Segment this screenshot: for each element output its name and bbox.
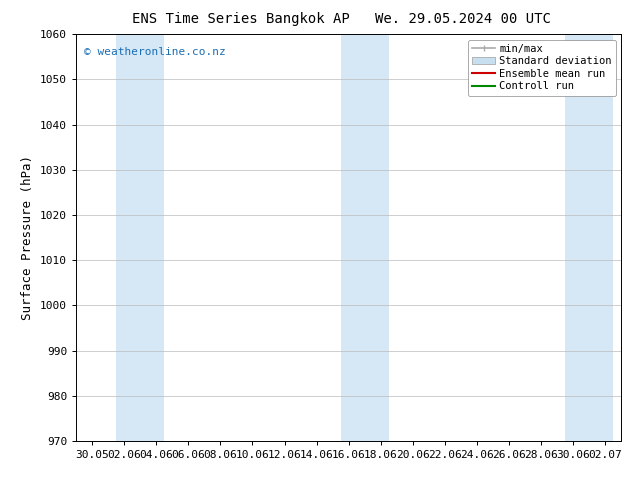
Bar bbox=[565, 34, 613, 441]
Bar bbox=[340, 34, 389, 441]
Text: We. 29.05.2024 00 UTC: We. 29.05.2024 00 UTC bbox=[375, 12, 551, 26]
Text: ENS Time Series Bangkok AP: ENS Time Series Bangkok AP bbox=[132, 12, 350, 26]
Text: © weatheronline.co.nz: © weatheronline.co.nz bbox=[84, 47, 226, 56]
Bar bbox=[116, 34, 164, 441]
Legend: min/max, Standard deviation, Ensemble mean run, Controll run: min/max, Standard deviation, Ensemble me… bbox=[468, 40, 616, 96]
Y-axis label: Surface Pressure (hPa): Surface Pressure (hPa) bbox=[22, 155, 34, 320]
